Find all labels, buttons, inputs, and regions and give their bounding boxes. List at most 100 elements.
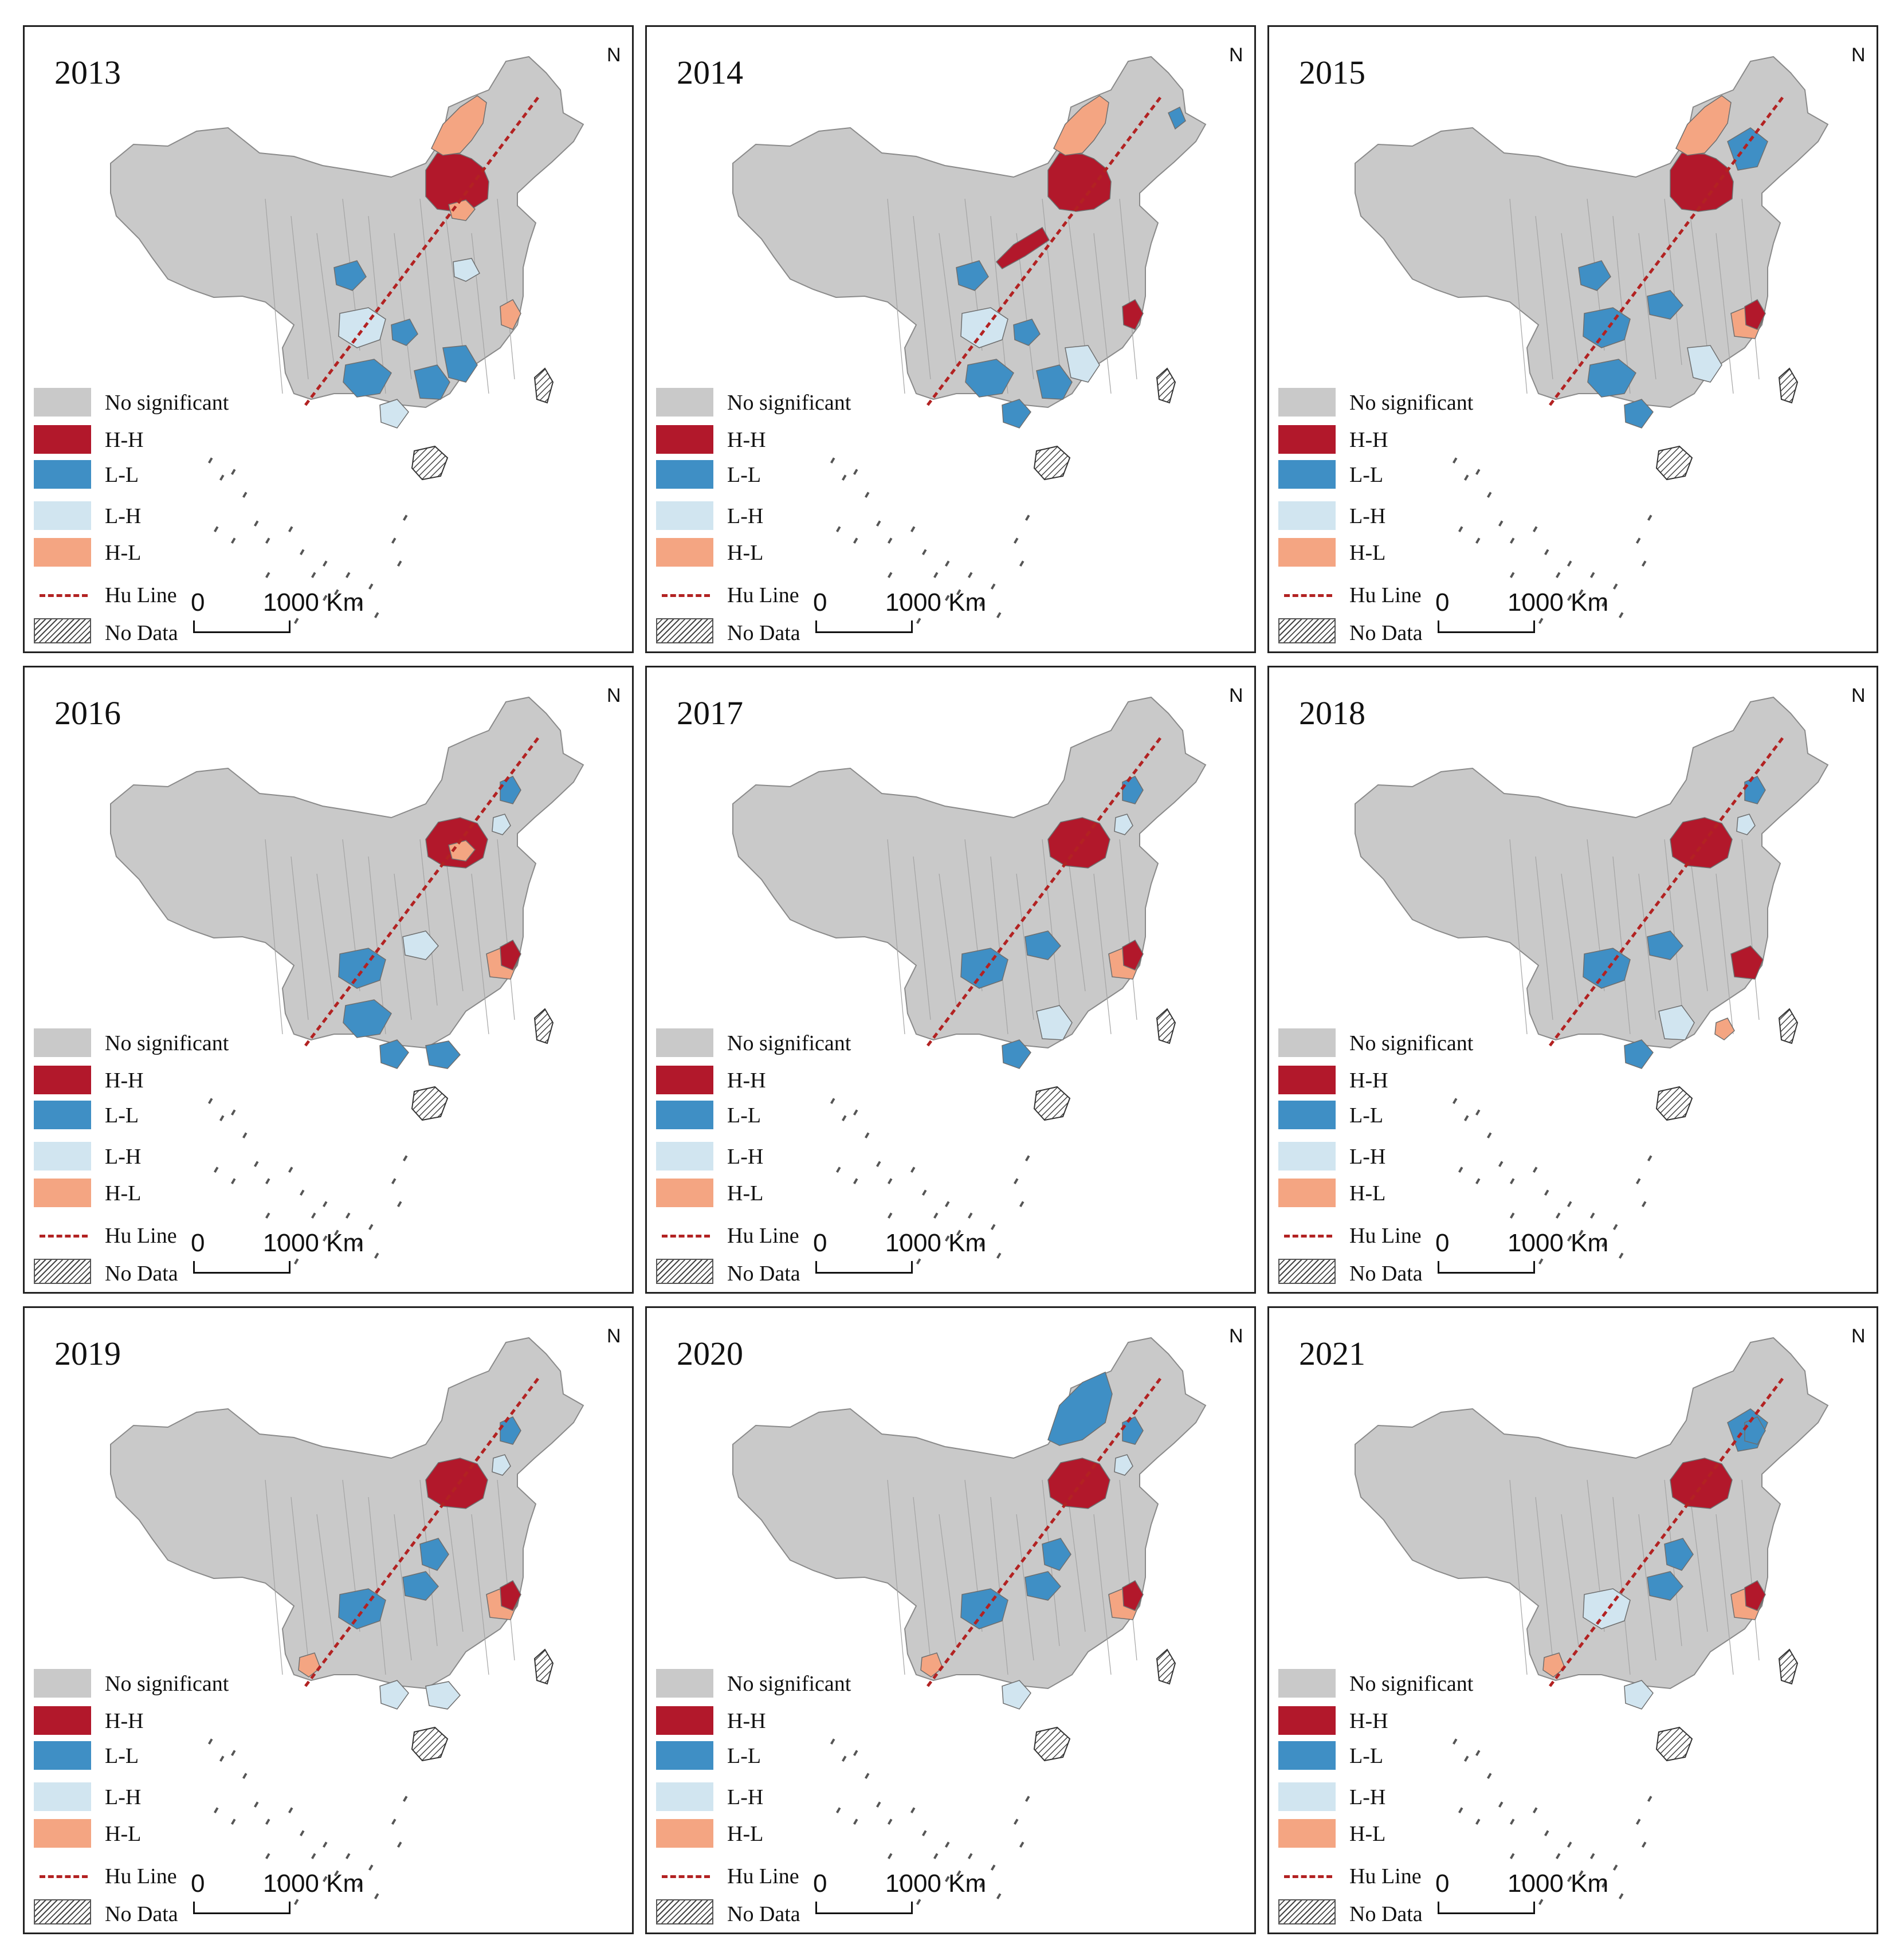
cluster-ll-hunan [1036,364,1073,400]
island-mark [1636,1818,1641,1825]
legend-item-hl: H-L [1278,538,1622,570]
island-mark [213,1166,219,1173]
cluster-ll-henan [1042,1538,1071,1571]
scale-zero-label: 0 [1435,588,1450,616]
cluster-hh-beijing-hebei [425,1458,488,1509]
china-outline [1355,1337,1829,1690]
island-mark [830,1098,835,1104]
legend-item-hh: H-H [1278,1066,1622,1098]
island-mark [231,537,236,544]
island-mark [853,537,858,544]
legend-item-hl: H-L [34,1819,378,1851]
island-mark [1019,1201,1024,1207]
scale-bar-line [193,620,291,633]
legend-item-hu_line: Hu Line [34,1861,378,1894]
island-mark [865,1773,870,1779]
legend-label-no_data: No Data [105,621,178,645]
legend-swatch-hl [656,1819,713,1848]
island-mark [876,520,881,527]
island-mark [968,1853,973,1859]
legend-item-ll: L-L [34,1101,378,1133]
legend-item-lh: L-H [34,1782,378,1814]
cluster-hh-hebei-nmg [1047,152,1112,212]
province-boundary [1638,233,1656,380]
island-mark [945,560,950,567]
china-map [110,696,584,1264]
island-mark [888,1212,893,1219]
province-boundary [368,215,386,394]
province-boundary [1612,856,1631,1035]
island-mark [899,595,904,601]
legend-item-no_data: No Data [1278,618,1622,650]
province-boundary [939,1514,957,1647]
taiwan-no-data [1156,1648,1176,1685]
island-mark [1510,537,1515,544]
province-boundary [265,198,283,394]
taiwan-no-data [1778,1008,1799,1044]
legend-label-hl: H-L [727,1822,764,1846]
province-boundary [1561,873,1579,1006]
cluster-hh-beijing-hebei [1047,1458,1110,1509]
legend-item-no_data: No Data [1278,1899,1622,1931]
cluster-hh-ningxia-hh [995,226,1050,269]
taiwan-no-data [533,367,554,404]
island-mark [368,1864,374,1871]
china-outline [1355,696,1829,1049]
legend-item-hh: H-H [656,425,1000,457]
island-mark [1601,600,1607,607]
cluster-lh-jiangxi [1687,345,1722,383]
scale-max-label: 1000 Km [1508,1229,1609,1257]
legend-swatch-no_significant [34,1028,91,1057]
cluster-hh-shanghai [1122,939,1144,971]
legend-item-hh: H-H [1278,1706,1622,1738]
hu-line [1549,1374,1786,1687]
cluster-lh-hunan [1036,1005,1073,1040]
island-mark [242,492,248,498]
cluster-hl-tianjin-south [448,199,476,221]
province-boundary [445,1496,464,1632]
province-boundary [1741,1479,1760,1661]
legend-label-no_significant: No significant [1349,391,1474,415]
island-mark [219,1115,225,1121]
legend-label-no_significant: No significant [1349,1672,1474,1696]
legend-item-hl: H-L [1278,1819,1622,1851]
cluster-ll-hubei [1647,930,1683,960]
island-mark [207,1738,213,1745]
north-label: N [607,685,621,706]
legend-label-hh: H-H [1349,1709,1388,1733]
cluster-ll-guizhou [1587,359,1636,398]
legend-label-hl: H-L [1349,1181,1386,1205]
china-map [732,696,1207,1264]
province-boundary [1716,233,1734,394]
cluster-ll-heilongjiang-mid [1727,127,1768,171]
island-mark [945,1876,950,1882]
legend-swatch-hh [34,425,91,454]
province-boundary [1067,856,1086,992]
province-boundary [497,839,515,1020]
island-mark [945,595,950,601]
cluster-ll-hubei [1647,290,1683,320]
island-mark [1567,560,1572,567]
province-boundary [368,856,386,1035]
cluster-ll-jilin [1122,1416,1144,1445]
legend-item-hl: H-L [34,538,378,570]
map-panel-2018: 2018 N No significant H-H L-L L-H H-L Hu Line… [1267,666,1878,1294]
legend-item-hu_line: Hu Line [1278,580,1622,612]
island-mark [1475,1750,1481,1756]
legend-label-hh: H-H [105,428,144,452]
cluster-ll-guangxi [1624,399,1654,429]
cluster-hl-tianjin-south [448,840,476,862]
cluster-ll-sichuan-east [1583,307,1631,348]
island-mark [254,1161,259,1167]
china-map [1355,696,1829,1264]
scale-max-label: 1000 Km [885,588,987,616]
north-arrow-icon [1220,44,1256,653]
province-boundary [1042,839,1060,1006]
legend-item-no_data: No Data [656,1259,1000,1291]
cluster-lh-shandong [453,258,481,282]
island-mark [916,1258,921,1264]
island-mark [254,1801,259,1808]
legend-item-no_significant: No significant [34,1028,378,1060]
island-mark [1452,1738,1458,1745]
province-boundary [1664,198,1682,366]
